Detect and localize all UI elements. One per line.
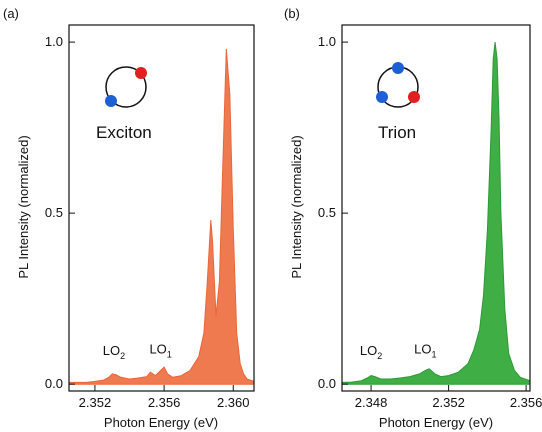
panel-a-frame bbox=[68, 24, 255, 392]
y-tick-label: 1.0 bbox=[318, 34, 336, 49]
spectrum-area-b-0 bbox=[341, 42, 531, 385]
x-tick-label: 2.352 bbox=[79, 395, 112, 410]
panel-b-y-axis-title: PL Intensity (normalized) bbox=[289, 135, 304, 278]
panel-a: (a) 0.0 0.5 1.0 2.352 2.356 2.360 PL Intensi… bbox=[3, 6, 255, 430]
panel-label-a: (a) bbox=[3, 6, 19, 21]
y-tick-label: 1.0 bbox=[45, 34, 63, 49]
x-tick-label: 2.352 bbox=[432, 395, 465, 410]
trion-icon bbox=[376, 62, 420, 108]
hole-red bbox=[408, 91, 420, 103]
y-tick-label: 0.0 bbox=[45, 376, 63, 391]
panel-b-y-ticks: 0.0 0.5 1.0 bbox=[318, 34, 348, 391]
x-tick-label: 2.360 bbox=[217, 395, 250, 410]
y-tick-label: 0.5 bbox=[45, 205, 63, 220]
panel-b-x-ticks: 2.348 2.352 2.356 bbox=[355, 385, 542, 410]
x-tick-label: 2.348 bbox=[355, 395, 388, 410]
panel-b-annotations: LO2 LO1 bbox=[360, 341, 437, 361]
panel-b-plot bbox=[341, 42, 531, 385]
panel-a-y-ticks: 0.0 0.5 1.0 bbox=[45, 34, 75, 391]
orbit-circle bbox=[105, 66, 147, 108]
panel-b-x-axis-title: Photon Energy (eV) bbox=[379, 415, 493, 430]
exciton-icon bbox=[105, 66, 147, 108]
panel-a-x-axis-title: Photon Energy (eV) bbox=[104, 415, 218, 430]
trion-label: Trion bbox=[378, 123, 416, 142]
lo-annotation: LO2 bbox=[360, 343, 382, 361]
x-tick-label: 2.356 bbox=[148, 395, 181, 410]
panel-a-annotations: LO2 LO1 bbox=[103, 341, 172, 361]
panel-b-frame bbox=[341, 24, 531, 392]
electron-blue-top bbox=[392, 62, 404, 74]
x-tick-label: 2.356 bbox=[510, 395, 542, 410]
lo-annotation: LO1 bbox=[414, 341, 436, 359]
spectrum-area-a-0 bbox=[68, 48, 255, 385]
lo-annotation: LO1 bbox=[149, 341, 171, 359]
panel-a-x-ticks: 2.352 2.356 2.360 bbox=[79, 385, 250, 410]
electron-red bbox=[135, 67, 147, 79]
hole-blue bbox=[105, 95, 117, 107]
panel-label-b: (b) bbox=[284, 6, 300, 21]
exciton-label: Exciton bbox=[96, 123, 152, 142]
panel-a-plot bbox=[68, 48, 255, 385]
electron-blue-left bbox=[376, 91, 388, 103]
y-tick-label: 0.5 bbox=[318, 205, 336, 220]
y-tick-label: 0.0 bbox=[318, 376, 336, 391]
lo-annotation: LO2 bbox=[103, 343, 125, 361]
panel-b: (b) 0.0 0.5 1.0 2.348 2.352 2.356 PL Intensi… bbox=[284, 6, 542, 430]
panel-a-y-axis-title: PL Intensity (normalized) bbox=[16, 135, 31, 278]
